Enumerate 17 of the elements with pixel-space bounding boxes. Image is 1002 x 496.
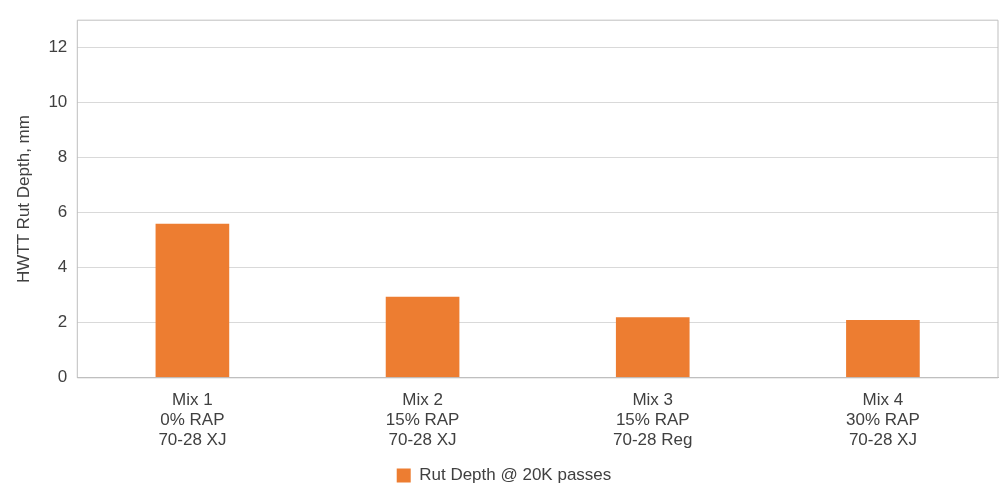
y-tick-label: 4 xyxy=(57,257,68,277)
y-axis-title: HWTT Rut Depth, mm xyxy=(13,115,33,283)
bar xyxy=(385,296,460,378)
x-tick-label: Mix 1 0% RAP 70-28 XJ xyxy=(158,389,227,450)
y-tick-label: 12 xyxy=(48,37,68,57)
y-tick-label: 2 xyxy=(57,312,68,332)
y-tick-label: 0 xyxy=(57,367,68,387)
y-tick-label: 6 xyxy=(57,202,68,222)
legend-label: Rut Depth @ 20K passes xyxy=(419,465,612,485)
x-tick-label: Mix 2 15% RAP 70-28 XJ xyxy=(385,389,460,450)
x-tick-label: Mix 3 15% RAP 70-28 Reg xyxy=(613,389,693,450)
y-tick-label: 8 xyxy=(57,147,68,167)
bar xyxy=(155,223,230,378)
x-tick-label: Mix 4 30% RAP 70-28 XJ xyxy=(846,389,920,450)
y-tick-label: 10 xyxy=(48,92,68,112)
bar xyxy=(846,320,920,378)
bar xyxy=(615,317,690,378)
